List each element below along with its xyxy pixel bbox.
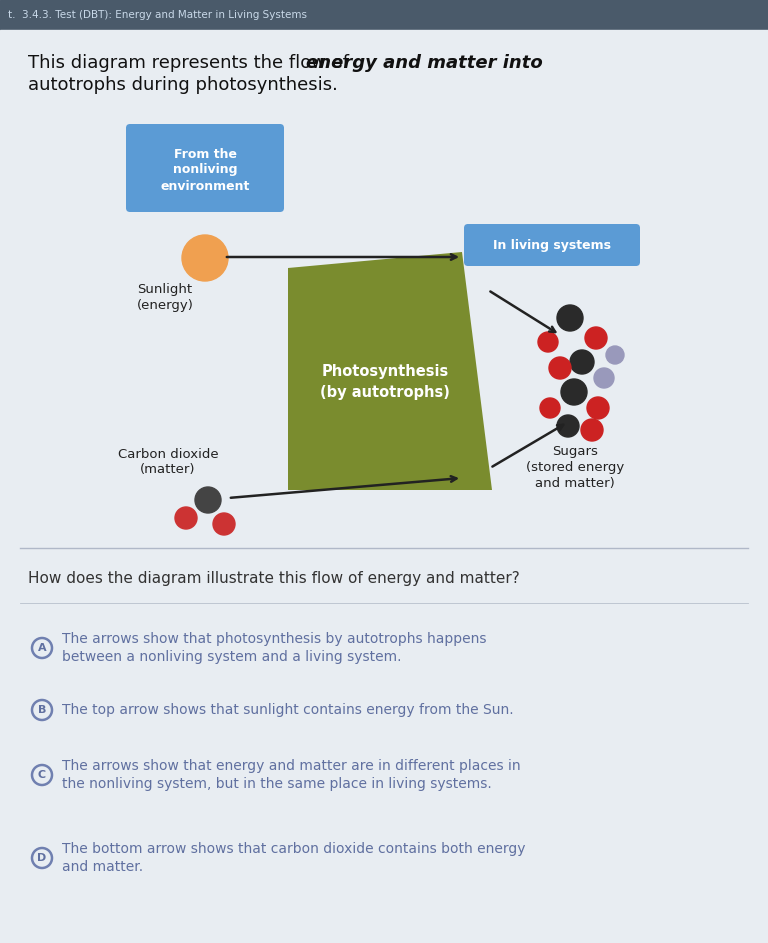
Circle shape	[561, 379, 587, 405]
Circle shape	[570, 350, 594, 374]
Text: How does the diagram illustrate this flow of energy and matter?: How does the diagram illustrate this flo…	[28, 571, 520, 586]
Text: A: A	[38, 643, 46, 653]
Text: Photosynthesis
(by autotrophs): Photosynthesis (by autotrophs)	[320, 364, 450, 400]
Bar	[0, 0, 768, 30]
Text: D: D	[38, 853, 47, 863]
Circle shape	[538, 332, 558, 352]
Circle shape	[182, 235, 228, 281]
Circle shape	[557, 305, 583, 331]
Text: Carbon dioxide
(matter): Carbon dioxide (matter)	[118, 448, 218, 476]
Text: C: C	[38, 770, 46, 780]
Text: The top arrow shows that sunlight contains energy from the Sun.: The top arrow shows that sunlight contai…	[62, 703, 514, 717]
Text: B: B	[38, 705, 46, 715]
Circle shape	[195, 487, 221, 513]
FancyBboxPatch shape	[464, 224, 640, 266]
Circle shape	[557, 415, 579, 437]
Text: energy and matter into: energy and matter into	[306, 54, 543, 72]
Circle shape	[594, 368, 614, 388]
Circle shape	[540, 398, 560, 418]
Circle shape	[175, 507, 197, 529]
Text: Sunlight
(energy): Sunlight (energy)	[137, 284, 194, 312]
Text: From the
nonliving
environment: From the nonliving environment	[161, 147, 250, 192]
Text: autotrophs during photosynthesis.: autotrophs during photosynthesis.	[28, 76, 338, 94]
Text: In living systems: In living systems	[493, 240, 611, 253]
Text: t.  3.4.3. Test (DBT): Energy and Matter in Living Systems: t. 3.4.3. Test (DBT): Energy and Matter …	[8, 10, 307, 20]
FancyBboxPatch shape	[126, 124, 284, 212]
Circle shape	[585, 327, 607, 349]
Text: The arrows show that photosynthesis by autotrophs happens
between a nonliving sy: The arrows show that photosynthesis by a…	[62, 632, 486, 665]
Polygon shape	[288, 252, 492, 490]
Text: Sugars
(stored energy
and matter): Sugars (stored energy and matter)	[526, 445, 624, 490]
Text: The arrows show that energy and matter are in different places in
the nonliving : The arrows show that energy and matter a…	[62, 758, 521, 791]
Text: The bottom arrow shows that carbon dioxide contains both energy
and matter.: The bottom arrow shows that carbon dioxi…	[62, 841, 525, 874]
Circle shape	[606, 346, 624, 364]
Circle shape	[587, 397, 609, 419]
Text: This diagram represents the flow of: This diagram represents the flow of	[28, 54, 355, 72]
Circle shape	[581, 419, 603, 441]
Circle shape	[549, 357, 571, 379]
Circle shape	[213, 513, 235, 535]
